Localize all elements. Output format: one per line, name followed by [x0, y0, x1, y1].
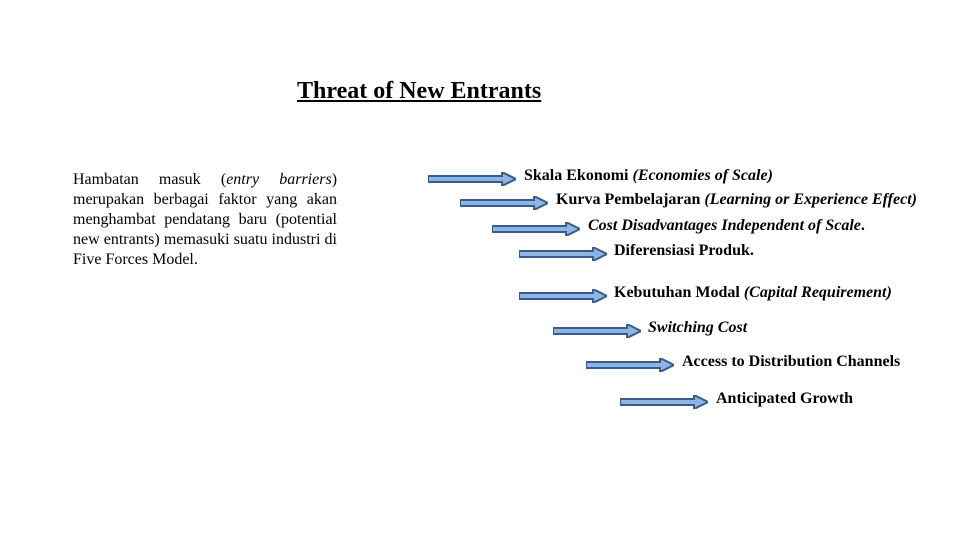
list-item-text: Kurva Pembelajaran [556, 191, 704, 208]
slide: Threat of New Entrants Hambatan masuk (e… [0, 0, 960, 540]
list-item: Switching Cost [648, 319, 747, 337]
list-item-text: . [861, 217, 865, 234]
list-item-text: Switching Cost [648, 319, 747, 336]
list-item: Diferensiasi Produk. [614, 242, 754, 260]
arrow-icon [519, 247, 607, 266]
list-item-text: (Economies of Scale) [632, 167, 772, 184]
list-item: Skala Ekonomi (Economies of Scale) [524, 167, 773, 185]
list-item-text: Kebutuhan Modal [614, 284, 744, 301]
paragraph-part-1: Hambatan masuk ( [73, 171, 226, 188]
arrow-icon [492, 222, 580, 241]
entry-barriers-paragraph: Hambatan masuk (entry barriers) merupaka… [73, 170, 337, 270]
list-item-text: (Learning or Experience Effect) [704, 191, 917, 208]
list-item-text: Diferensiasi Produk. [614, 242, 754, 259]
arrow-icon [428, 172, 516, 191]
list-item-text: Access to Distribution Channels [682, 353, 900, 370]
paragraph-italic: entry barriers [226, 171, 332, 188]
list-item: Kurva Pembelajaran (Learning or Experien… [556, 191, 917, 209]
list-item: Cost Disadvantages Independent of Scale. [588, 217, 865, 235]
arrow-icon [460, 196, 548, 215]
list-item-text: Cost Disadvantages Independent of Scale [588, 217, 861, 234]
list-item: Kebutuhan Modal (Capital Requirement) [614, 284, 892, 302]
list-item-text: Anticipated Growth [716, 390, 853, 407]
list-item: Access to Distribution Channels [682, 353, 900, 371]
slide-title: Threat of New Entrants [297, 78, 541, 105]
arrow-icon [620, 395, 708, 414]
arrow-icon [553, 324, 641, 343]
arrow-icon [586, 358, 674, 377]
list-item-text: (Capital Requirement) [744, 284, 892, 301]
list-item-text: Skala Ekonomi [524, 167, 632, 184]
list-item: Anticipated Growth [716, 390, 853, 408]
arrow-icon [519, 289, 607, 308]
